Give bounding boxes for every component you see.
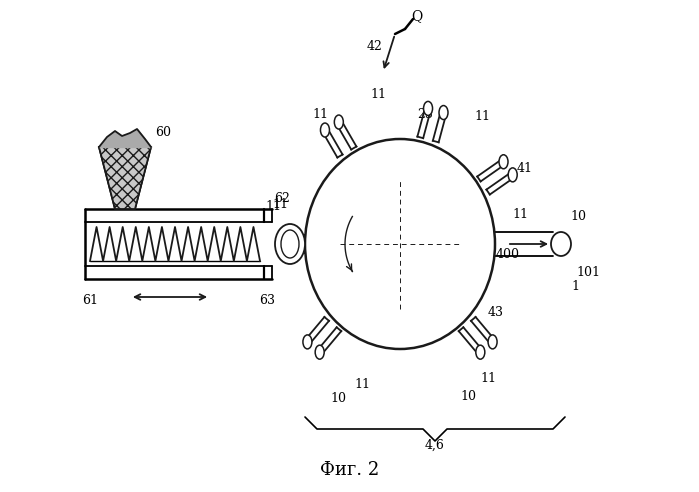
Text: 43: 43 bbox=[488, 306, 504, 318]
Ellipse shape bbox=[334, 115, 343, 129]
Text: 62: 62 bbox=[274, 192, 290, 206]
Ellipse shape bbox=[303, 335, 312, 349]
Text: 4,6: 4,6 bbox=[425, 438, 445, 452]
Text: VI: VI bbox=[453, 230, 471, 247]
Ellipse shape bbox=[551, 232, 571, 256]
Text: 42: 42 bbox=[367, 40, 383, 54]
Polygon shape bbox=[99, 147, 151, 209]
Ellipse shape bbox=[424, 101, 433, 116]
Text: 11: 11 bbox=[354, 377, 370, 391]
Text: 10: 10 bbox=[330, 393, 346, 405]
Text: 101: 101 bbox=[576, 266, 600, 278]
Text: 41: 41 bbox=[517, 162, 533, 176]
Ellipse shape bbox=[508, 168, 517, 182]
Text: II: II bbox=[348, 178, 361, 194]
Text: IV: IV bbox=[353, 296, 371, 312]
Text: 11: 11 bbox=[265, 199, 281, 213]
Ellipse shape bbox=[275, 224, 305, 264]
Text: Фиг. 2: Фиг. 2 bbox=[320, 461, 380, 479]
Ellipse shape bbox=[320, 123, 329, 137]
Ellipse shape bbox=[281, 230, 299, 258]
Text: 11: 11 bbox=[480, 372, 496, 386]
Text: 11: 11 bbox=[474, 111, 490, 123]
Ellipse shape bbox=[488, 335, 497, 349]
Text: Q: Q bbox=[412, 9, 423, 23]
Text: 11: 11 bbox=[272, 197, 288, 211]
Ellipse shape bbox=[315, 345, 324, 359]
Ellipse shape bbox=[499, 155, 508, 169]
Text: 10: 10 bbox=[570, 210, 586, 222]
Text: 11: 11 bbox=[312, 108, 329, 121]
Ellipse shape bbox=[439, 106, 448, 120]
Text: III: III bbox=[320, 230, 340, 247]
Text: 61: 61 bbox=[82, 295, 98, 308]
Ellipse shape bbox=[476, 345, 485, 359]
Text: 60: 60 bbox=[155, 125, 171, 139]
Text: I: I bbox=[437, 178, 443, 194]
Text: 400: 400 bbox=[496, 247, 520, 260]
Text: 1: 1 bbox=[571, 279, 579, 293]
Ellipse shape bbox=[305, 139, 495, 349]
Text: 63: 63 bbox=[259, 295, 275, 308]
Text: V: V bbox=[429, 296, 441, 312]
Text: 23: 23 bbox=[417, 107, 433, 121]
Text: 11: 11 bbox=[370, 88, 386, 100]
Text: 11: 11 bbox=[512, 208, 528, 220]
Text: 10: 10 bbox=[460, 391, 476, 403]
